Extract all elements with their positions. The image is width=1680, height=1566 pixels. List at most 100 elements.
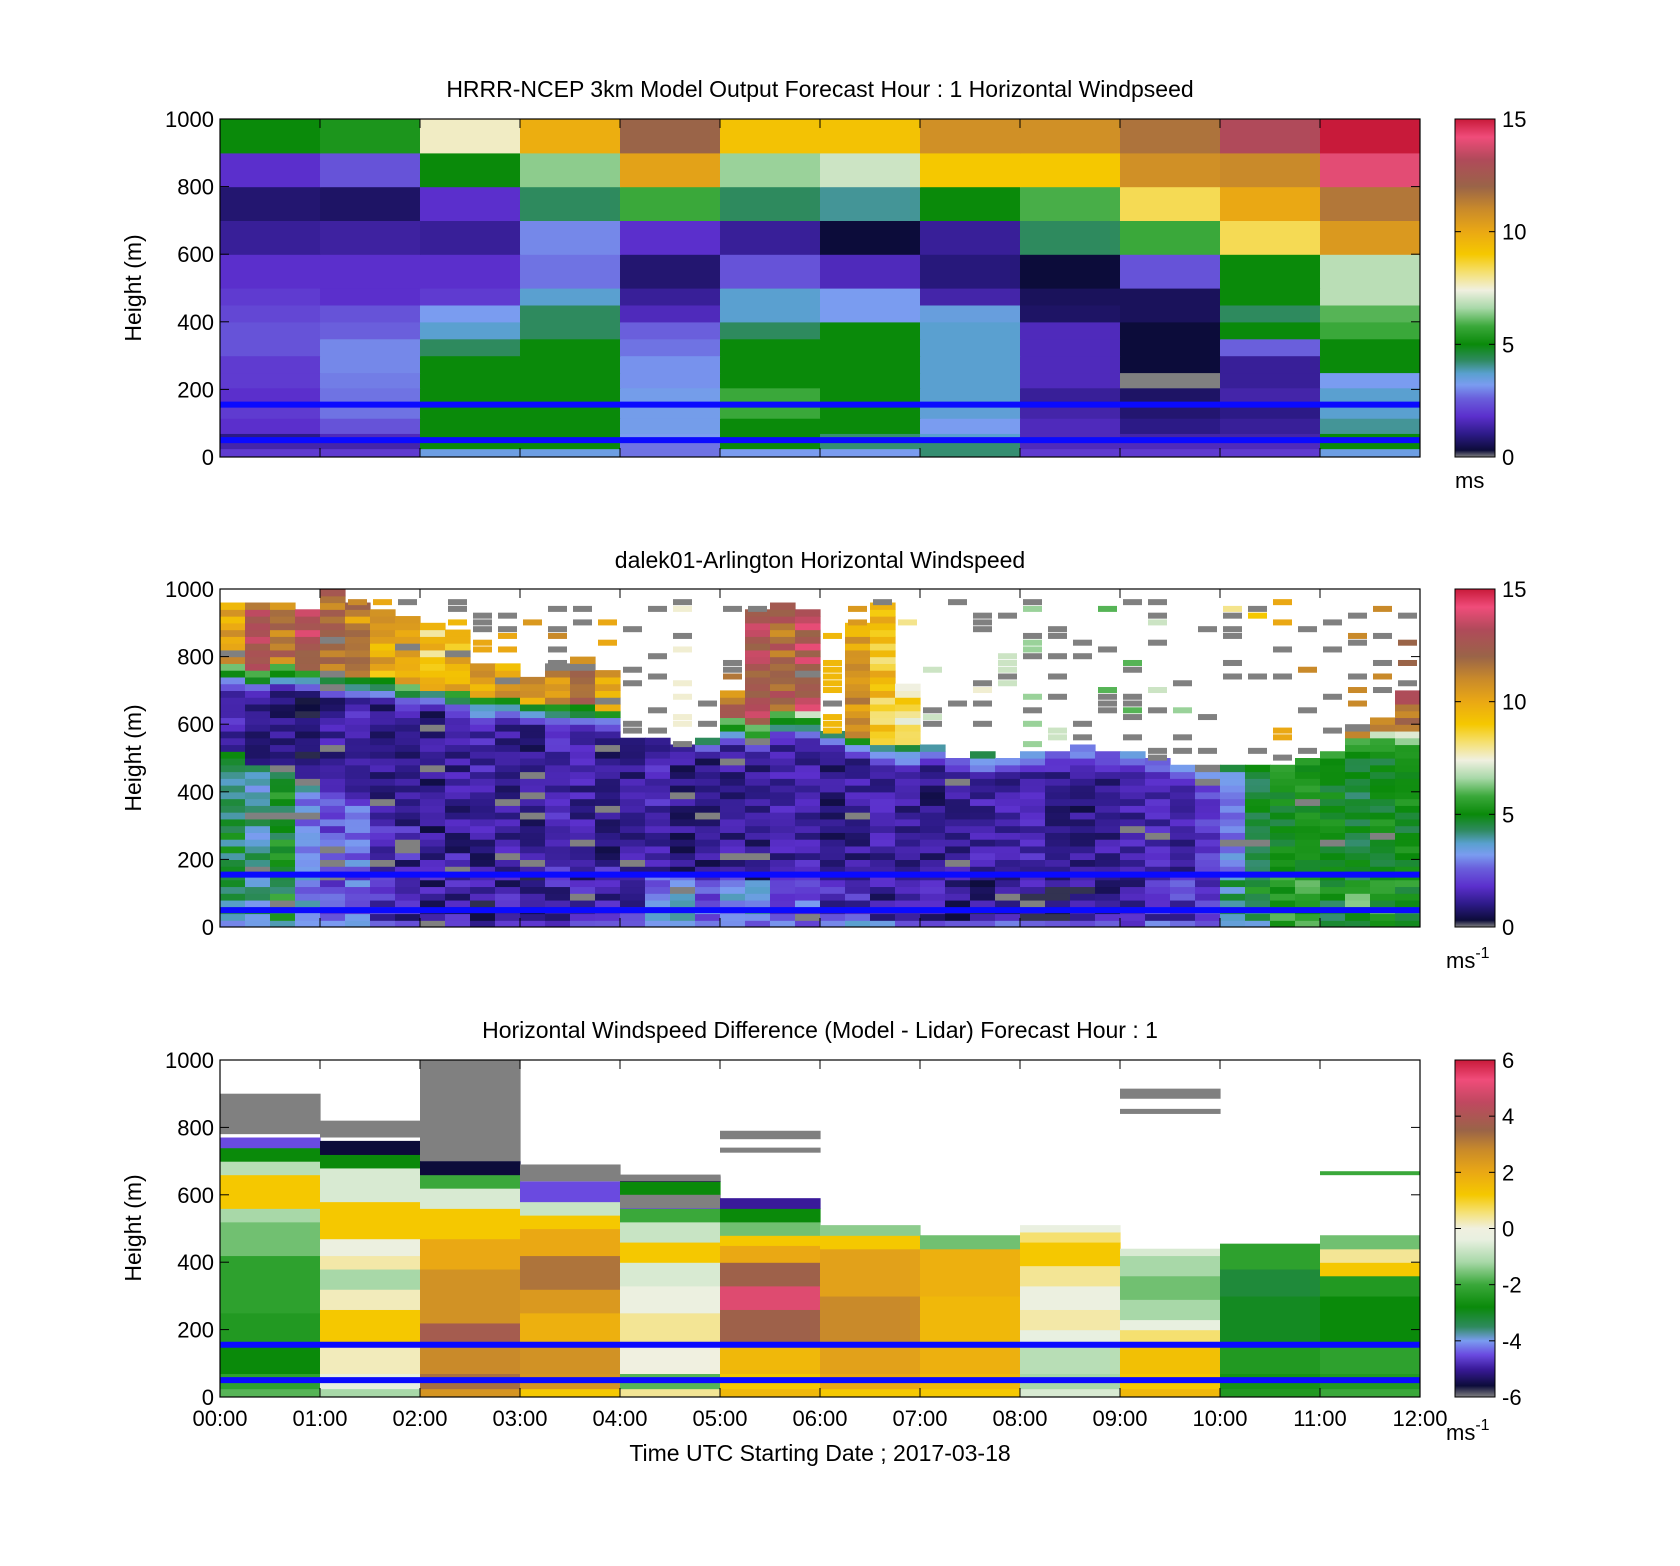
lidar-cell: [845, 676, 871, 685]
lidar-cell: [845, 629, 871, 637]
lidar-cell: [570, 920, 596, 927]
lidar-cell: [445, 676, 471, 685]
difference-cell: [1120, 1329, 1221, 1346]
lidar-cell: [220, 744, 246, 752]
lidar-cell: [420, 866, 446, 874]
model-cell: [1320, 186, 1420, 221]
model-cell: [520, 254, 621, 289]
lidar-cell: [520, 676, 546, 685]
lidar-cell: [895, 683, 921, 691]
lidar-cell: [1120, 852, 1146, 860]
y-tick-label: 1000: [165, 1048, 214, 1073]
lidar-cell: [445, 913, 471, 921]
difference-cell: [720, 1262, 821, 1287]
lidar-cell: [1345, 866, 1371, 874]
lidar-missing-cell: [1273, 754, 1292, 761]
lidar-cell: [1020, 859, 1046, 867]
lidar-cell: [845, 656, 871, 664]
y-tick-label: 800: [177, 175, 214, 200]
lidar-cell: [495, 744, 521, 752]
lidar-cell: [345, 656, 371, 664]
lidar-missing-cell: [1323, 693, 1342, 700]
lidar-cell: [870, 710, 896, 719]
lidar-cell: [795, 825, 821, 833]
lidar-cell: [245, 622, 271, 631]
lidar-cell: [720, 886, 746, 894]
lidar-cell: [1270, 812, 1296, 820]
model-cell: [1220, 387, 1321, 404]
lidar-cell: [1220, 778, 1246, 786]
lidar-cell: [320, 913, 346, 921]
model-cell: [520, 304, 621, 323]
lidar-cell: [720, 771, 746, 779]
lidar-cell: [770, 866, 796, 874]
lidar-cell: [1170, 839, 1196, 847]
lidar-cell: [1220, 920, 1246, 927]
lidar-cell: [420, 764, 446, 773]
model-cell: [520, 186, 621, 221]
lidar-missing-cell: [823, 727, 842, 734]
lidar-cell: [1295, 771, 1321, 779]
lidar-cell: [395, 670, 421, 678]
lidar-cell: [545, 899, 571, 908]
lidar-missing-cell: [1023, 653, 1042, 660]
lidar-cell: [270, 649, 296, 658]
lidar-cell: [695, 812, 721, 820]
lidar-cell: [420, 899, 446, 908]
lidar-cell: [595, 690, 621, 698]
lidar-cell: [270, 636, 296, 644]
lidar-missing-cell: [1098, 687, 1117, 694]
lidar-cell: [270, 812, 296, 820]
lidar-cell: [1145, 899, 1171, 908]
lidar-cell: [1170, 920, 1196, 927]
lidar-cell: [895, 832, 921, 840]
lidar-cell: [270, 744, 296, 752]
model-cell: [420, 441, 521, 450]
y-tick-label: 600: [177, 242, 214, 267]
lidar-cell: [595, 852, 621, 860]
lidar-cell: [720, 920, 746, 927]
model-cell: [820, 321, 921, 340]
lidar-cell: [245, 656, 271, 664]
lidar-cell: [395, 636, 421, 644]
lidar-cell: [295, 703, 321, 712]
lidar-cell: [470, 710, 496, 719]
lidar-cell: [495, 737, 521, 746]
model-cell: [620, 418, 721, 434]
model-cell: [320, 152, 421, 188]
lidar-cell: [270, 710, 296, 719]
lidar-cell: [945, 798, 971, 806]
lidar-cell: [670, 805, 696, 813]
lidar-missing-cell: [998, 680, 1017, 687]
lidar-cell: [1170, 791, 1196, 800]
lidar-cell: [420, 798, 446, 806]
lidar-cell: [795, 683, 821, 691]
lidar-cell: [620, 839, 646, 847]
lidar-cell: [495, 703, 521, 712]
y-tick-label: 200: [177, 1318, 214, 1343]
lidar-missing-cell: [1148, 707, 1167, 714]
model-cell: [1120, 119, 1221, 154]
lidar-missing-cell: [848, 619, 867, 626]
lidar-cell: [845, 636, 871, 644]
lidar-cell: [1270, 866, 1296, 874]
lidar-cell: [1070, 805, 1096, 813]
lidar-cell: [220, 832, 246, 840]
lidar-cell: [570, 825, 596, 833]
lidar-cell: [745, 676, 771, 685]
lidar-cell: [295, 730, 321, 739]
lidar-missing-cell: [1373, 659, 1392, 666]
lidar-cell: [395, 879, 421, 888]
colorbar-tick-label: -2: [1502, 1273, 1522, 1298]
lidar-cell: [1120, 825, 1146, 833]
lidar-cell: [1245, 785, 1271, 793]
difference-cell: [520, 1289, 621, 1314]
lidar-cell: [745, 690, 771, 698]
lidar-cell: [1020, 893, 1046, 901]
lidar-cell: [1395, 737, 1420, 746]
lidar-cell: [1245, 778, 1271, 786]
lidar-cell: [245, 771, 271, 779]
lidar-cell: [645, 920, 671, 927]
lidar-cell: [320, 643, 346, 651]
